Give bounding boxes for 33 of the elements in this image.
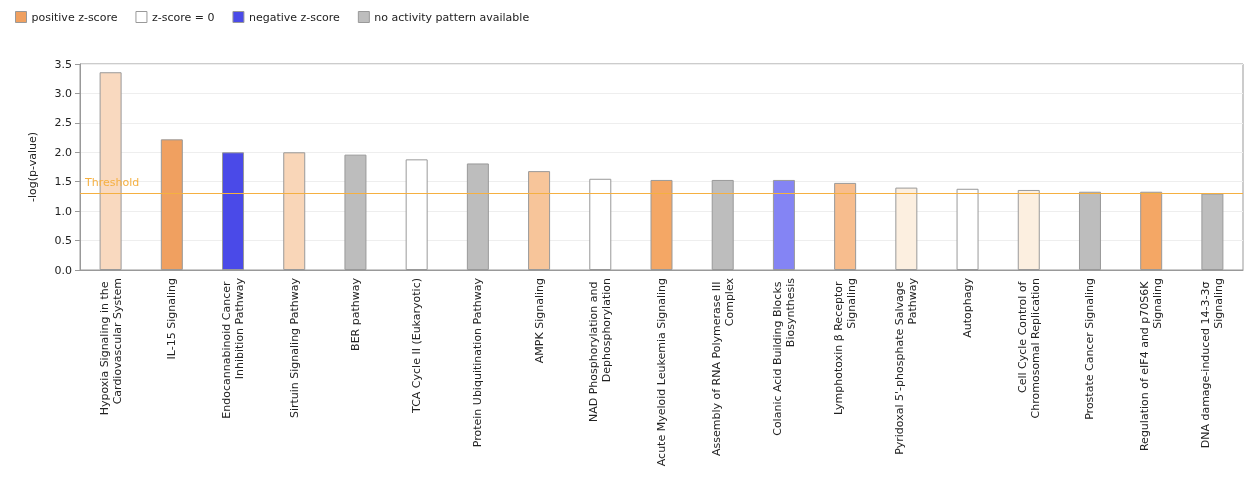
y-tick-label: 3.5 (54, 57, 72, 71)
x-tick-label: Sirtuin Signaling Pathway (287, 277, 301, 419)
x-tick-label: IL-15 Signaling (165, 278, 179, 360)
x-tick-label: Colanic Acid Building Blocks Biosynthesis (770, 277, 797, 436)
x-tick-label: Autophagy (961, 277, 975, 338)
x-tick-label: Lymphotoxin β Receptor Signaling (832, 278, 859, 416)
x-tick-label: Endocannabinoid Cancer Inhibition Pathway (220, 277, 247, 419)
y-tick-label: 2.5 (54, 116, 72, 130)
y-tick-label: 1.0 (54, 204, 72, 218)
x-tick-label: DNA damage-induced 14-3-3σ Signaling (1199, 278, 1226, 449)
y-tick-label: 2.0 (54, 145, 72, 159)
x-tick-label: TCA Cycle II (Eukaryotic) (410, 278, 424, 414)
legend-label: no activity pattern available (374, 10, 530, 24)
legend-label: z-score = 0 (151, 10, 215, 24)
y-tick-label: 0.0 (54, 263, 72, 277)
legend-label: negative z-score (248, 10, 341, 24)
y-tick-label: 1.5 (54, 175, 72, 189)
ref-line-label: Threshold (84, 176, 140, 190)
x-tick-label: Assembly of RNA Polymerase III Complex (709, 277, 736, 457)
y-tick-label: 3.0 (54, 86, 72, 100)
y-axis-title: -log(p-value) (26, 131, 39, 203)
x-tick-label: Cell Cycle Control of Chromosomal Replication (1015, 277, 1042, 419)
x-tick-label: Protein Ubiquitination Pathway (471, 277, 485, 448)
x-tick-label: Prostate Cancer Signaling (1083, 278, 1097, 420)
x-tick-label: Acute Myeloid Leukemia Signaling (655, 278, 668, 467)
x-tick-label: BER pathway (348, 277, 362, 351)
x-tick-label: Hypoxia Signaling in the Cardiovascular System (97, 278, 124, 416)
x-tick-label: Regulation of eIF4 and p70S6K Signaling (1138, 278, 1165, 452)
x-tick-label: AMPK Signaling (532, 278, 546, 364)
x-tick-label: NAD Phosphorylation and Dephosphorylation (587, 277, 614, 423)
x-tick-label: Pyridoxal 5'-phosphate Salvage Pathway (893, 277, 920, 455)
legend-label: positive z-score (31, 10, 118, 24)
y-tick-label: 0.5 (54, 234, 72, 248)
